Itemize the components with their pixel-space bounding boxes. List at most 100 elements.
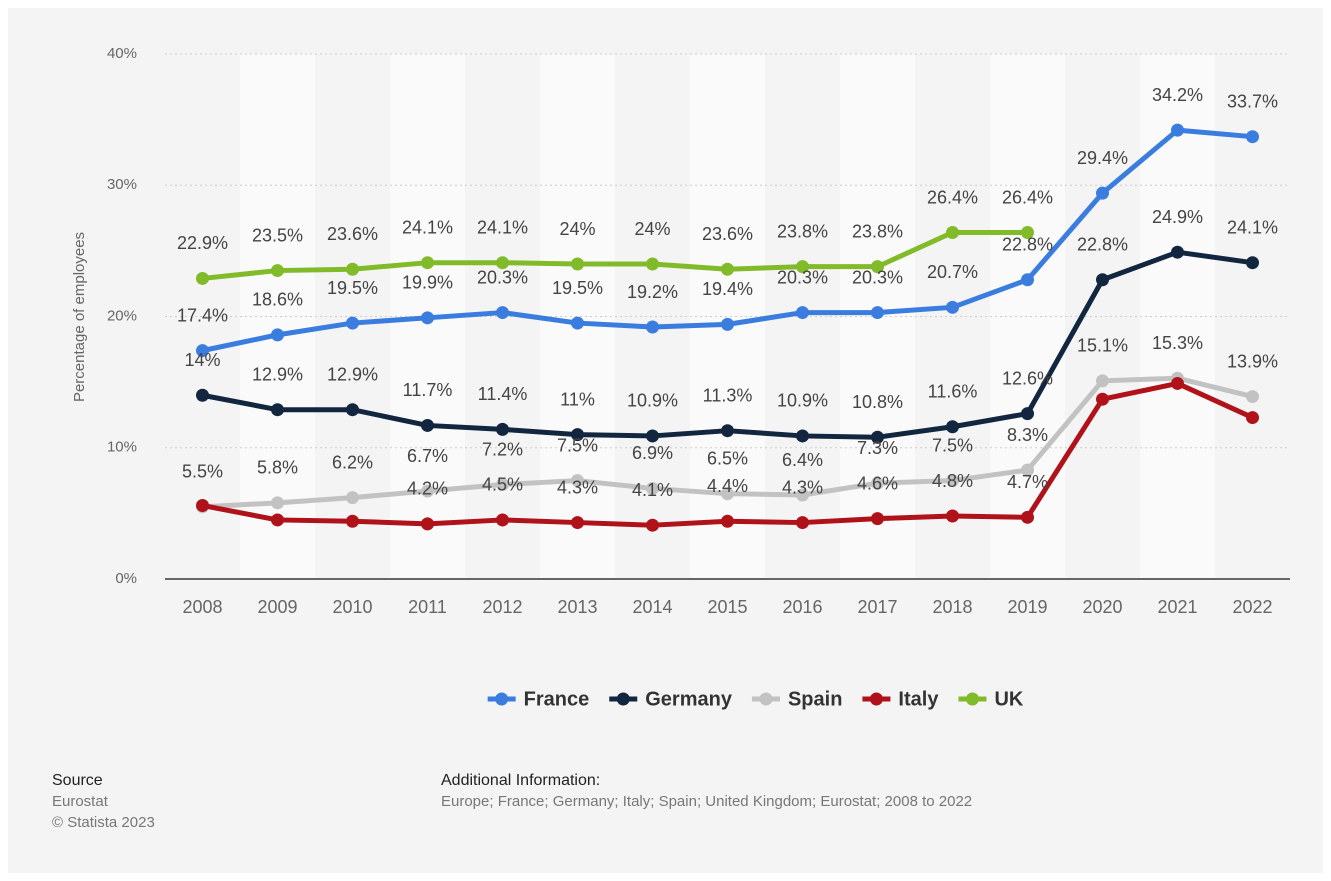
- data-point: [646, 481, 659, 495]
- data-label: 8.3%: [1007, 425, 1048, 445]
- data-label: 11.6%: [928, 382, 978, 402]
- data-label: 20.7%: [927, 262, 978, 282]
- data-point: [271, 264, 284, 278]
- legend-item: France: [487, 688, 590, 710]
- data-point: [346, 514, 359, 528]
- data-point: [871, 512, 884, 526]
- data-point: [796, 429, 809, 443]
- data-label: 4.6%: [857, 473, 898, 493]
- legend: France Germany Spain Italy UK: [487, 688, 1024, 710]
- data-label: 19.4%: [702, 279, 753, 299]
- x-tick-label: 2017: [857, 597, 897, 617]
- x-tick-label: 2013: [557, 597, 597, 617]
- data-label: 4.8%: [932, 471, 973, 491]
- data-label: 6.5%: [707, 448, 748, 468]
- data-point: [1021, 226, 1034, 239]
- data-point: [571, 316, 584, 330]
- data-label: 19.9%: [402, 273, 453, 293]
- data-point: [1096, 392, 1109, 406]
- column-band: [1140, 54, 1215, 579]
- data-point: [796, 306, 809, 320]
- data-point: [871, 260, 884, 274]
- data-point: [196, 344, 209, 358]
- additional-info-label: Additional Information:: [441, 772, 600, 789]
- data-label: 33.7%: [1227, 91, 1278, 111]
- data-point: [646, 257, 659, 271]
- column-band: [540, 54, 615, 579]
- data-point: [1096, 374, 1109, 388]
- data-label: 6.7%: [407, 446, 448, 466]
- legend-label: Spain: [788, 688, 842, 710]
- data-label: 24.1%: [402, 217, 453, 237]
- data-label: 12.9%: [327, 364, 378, 384]
- data-point: [1171, 245, 1184, 259]
- data-point: [421, 517, 434, 531]
- data-label: 4.3%: [782, 477, 823, 497]
- data-point: [271, 328, 284, 342]
- data-label: 24%: [634, 219, 670, 239]
- data-point: [721, 487, 734, 501]
- data-point: [496, 513, 509, 527]
- legend-item: Spain: [751, 688, 842, 710]
- data-point: [1171, 376, 1184, 390]
- data-label: 4.5%: [482, 475, 523, 495]
- x-tick-label: 2021: [1157, 597, 1197, 617]
- data-point: [721, 262, 734, 276]
- data-label: 6.4%: [782, 450, 823, 470]
- data-label: 24.1%: [477, 217, 528, 237]
- data-point: [871, 306, 884, 320]
- data-point: [1021, 273, 1034, 287]
- column-band: [240, 54, 315, 579]
- data-point: [271, 496, 284, 510]
- data-point: [646, 429, 659, 443]
- data-label: 23.6%: [702, 224, 753, 244]
- data-point: [946, 509, 959, 523]
- background: [8, 8, 1323, 873]
- data-label: 24.9%: [1152, 207, 1203, 227]
- legend-label: Germany: [645, 688, 733, 710]
- x-tick-label: 2019: [1007, 597, 1047, 617]
- data-point: [871, 430, 884, 444]
- data-point: [1246, 130, 1259, 144]
- data-point: [796, 516, 809, 530]
- data-point: [421, 484, 434, 498]
- data-point: [721, 424, 734, 438]
- y-tick-label: 30%: [107, 176, 137, 193]
- data-label: 20.3%: [477, 267, 528, 287]
- data-label: 12.9%: [252, 364, 303, 384]
- source: © Statista 2023: [52, 814, 155, 831]
- x-tick-label: 2011: [408, 597, 447, 617]
- data-label: 5.5%: [182, 462, 223, 482]
- data-label: 23.8%: [777, 221, 828, 241]
- x-tick-label: 2014: [632, 597, 672, 617]
- data-label: 11.7%: [403, 380, 453, 400]
- data-label: 13.9%: [1227, 351, 1278, 371]
- data-label: 20.3%: [777, 267, 828, 287]
- data-point: [1246, 411, 1259, 425]
- x-tick-label: 2010: [332, 597, 372, 617]
- y-axis-label: Percentage of employees: [71, 232, 88, 402]
- x-tick-label: 2016: [782, 597, 822, 617]
- data-label: 12.6%: [1002, 368, 1053, 388]
- legend-label: France: [524, 688, 590, 710]
- legend-swatch: [759, 692, 773, 706]
- data-point: [346, 403, 359, 417]
- data-label: 14%: [184, 350, 220, 370]
- data-label: 15.3%: [1152, 333, 1203, 353]
- data-label: 34.2%: [1152, 85, 1203, 105]
- x-tick-label: 2015: [707, 597, 747, 617]
- data-label: 7.2%: [482, 439, 523, 459]
- data-point: [346, 491, 359, 505]
- data-point: [646, 518, 659, 532]
- data-point: [646, 320, 659, 334]
- data-point: [946, 474, 959, 488]
- data-label: 26.4%: [927, 187, 978, 207]
- legend-label: UK: [994, 688, 1023, 710]
- legend-item: Germany: [609, 688, 733, 710]
- y-tick-label: 10%: [107, 439, 137, 456]
- data-label: 19.5%: [552, 278, 603, 298]
- data-label: 10.8%: [852, 392, 903, 412]
- y-tick-label: 20%: [107, 307, 137, 324]
- data-label: 22.8%: [1077, 235, 1128, 255]
- data-label: 24%: [559, 219, 595, 239]
